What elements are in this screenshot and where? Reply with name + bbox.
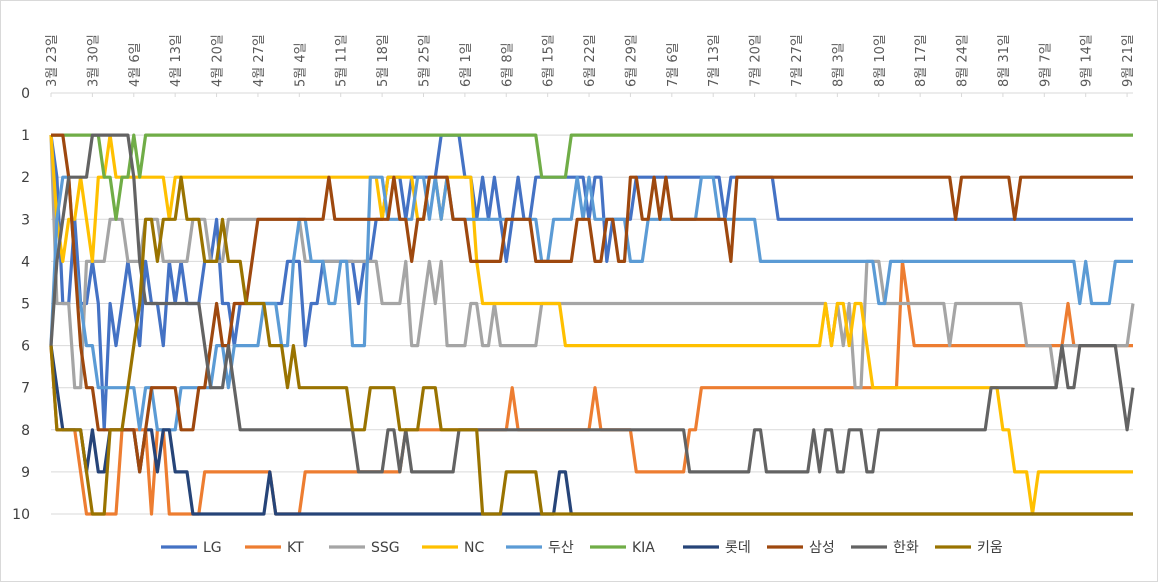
legend: LG KT SSG NC 두산 KIA 롯데 삼성 한화 키움 [161,540,1003,556]
y-tick-label: 10 [12,507,30,523]
legend-label: NC [464,540,484,556]
y-tick-label: 0 [21,86,30,102]
x-tick-label: 5월 11일 [335,34,350,87]
x-tick-label: 9월 14일 [1080,34,1095,87]
x-tick-label: 4월 6일 [128,42,143,87]
x-tick-label: 7월 6일 [666,42,681,87]
x-tick-label: 5월 4일 [293,42,308,87]
series-line-KIA [51,133,1133,221]
x-tick-label: 9월 21일 [1121,34,1136,87]
x-tick-label: 6월 22일 [583,34,598,87]
x-tick-label: 8월 10일 [873,34,888,87]
x-tick-label: 3월 23일 [45,34,60,87]
legend-label: 롯데 [725,540,751,556]
x-tick-label: 4월 27일 [252,34,267,87]
y-tick-label: 6 [21,339,30,355]
series-lines [49,133,1135,516]
legend-label: KT [287,540,304,556]
y-tick-label: 1 [21,128,30,144]
y-tick-label: 2 [21,170,30,186]
legend-label: SSG [371,540,400,556]
legend-label: 한화 [893,540,919,556]
x-tick-label: 6월 1일 [459,42,474,87]
legend-label: KIA [632,540,655,556]
x-tick-label: 5월 25일 [417,34,432,87]
y-tick-label: 3 [21,212,30,228]
y-tick-label: 9 [21,465,30,481]
series-line-한화 [49,133,1135,474]
x-tick-label: 8월 24일 [956,34,971,87]
x-tick-label: 7월 27일 [790,34,805,87]
x-tick-label: 9월 7일 [1038,42,1053,87]
x-tick-label: 4월 13일 [169,34,184,87]
x-tick-label: 8월 17일 [914,34,929,87]
series-line-NC [49,133,1133,516]
x-axis-ticks: 3월 23일 3월 30일 4월 6일 4월 13일 4월 20일 4월 27일 5월 4일… [45,34,1136,87]
x-tick-label: 5월 18일 [376,34,391,87]
legend-label: 키움 [977,540,1003,556]
y-axis-ticks: 0 1 2 3 4 5 6 7 8 9 10 [12,86,30,523]
legend-label: 두산 [548,540,574,556]
series-line-SSG [49,135,1135,390]
series-line-LG [49,133,1133,432]
x-tick-label: 6월 8일 [500,42,515,87]
series-line-KT [49,259,1133,516]
x-tick-label: 8월 31일 [997,34,1012,87]
legend-label: 삼성 [809,540,835,556]
y-tick-label: 8 [21,423,30,439]
series-line-키움 [49,175,1133,516]
y-tick-label: 7 [21,381,30,397]
x-tick-label: 6월 29일 [624,34,639,87]
x-tick-label: 3월 30일 [86,34,101,87]
x-tick-label: 6월 15일 [542,34,557,87]
series-line-삼성 [51,133,1133,474]
x-tick-label: 4월 20일 [211,34,226,87]
x-tick-label: 7월 13일 [707,34,722,87]
x-tick-label: 8월 3일 [831,42,846,87]
legend-label: LG [203,540,222,556]
y-tick-label: 4 [21,254,30,270]
y-tick-label: 5 [21,297,30,313]
x-tick-label: 7월 20일 [749,34,764,87]
